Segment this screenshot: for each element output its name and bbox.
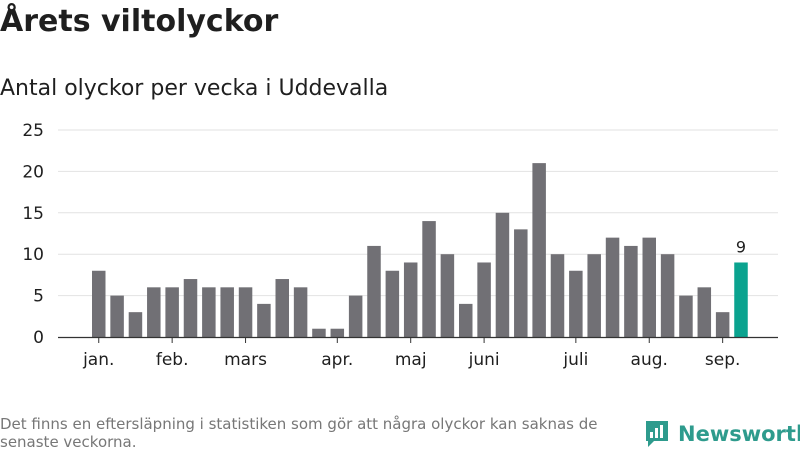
bar [147,287,161,337]
x-tick-label: juli [562,350,588,370]
bar [367,245,381,337]
bar [220,287,234,337]
bar [550,254,565,337]
chart-subtitle: Antal olyckor per vecka i Uddevalla [0,76,389,101]
footnote: Det finns en eftersläpning i statistiken… [0,415,598,451]
bars [92,163,748,337]
page-title: Årets viltolyckor [0,4,279,39]
bar [587,254,601,337]
bar [165,287,179,337]
data-label: 9 [736,237,746,256]
y-tick-label: 25 [22,121,44,141]
y-tick-label: 15 [22,204,44,224]
bar [679,295,693,337]
y-tick-label: 5 [33,287,44,307]
brand-name: Newsworthy [678,422,800,446]
bar [257,303,271,337]
bar [128,312,143,337]
x-tick-label: juni [468,350,500,370]
bar [624,245,638,337]
bar-chart: 0 5 10 15 20 25 jan. feb. mars apr. maj juni juli au… [22,121,778,370]
bar [202,287,216,337]
brand-logo: Newsworthy [644,418,800,450]
bar [183,279,198,337]
x-tick-label: jan. [82,350,114,370]
bar [477,262,491,337]
x-tick-label: feb. [156,350,189,370]
bar [660,254,675,337]
bar [605,237,620,337]
x-tick-label: aug. [631,350,668,370]
bar [403,262,418,337]
x-tick-label: maj [395,350,427,370]
x-axis-ticks: jan. feb. mars apr. maj juni juli aug. sep. [82,337,740,370]
bar [330,328,345,337]
bar [440,254,455,337]
bar [697,287,712,337]
y-axis-ticks: 0 5 10 15 20 25 [22,121,44,348]
bar [293,287,308,337]
x-tick-label: sep. [705,350,741,370]
bar [312,328,326,337]
x-tick-label: apr. [321,350,353,370]
bar-chart-icon [646,421,668,447]
bar [514,229,528,337]
data-labels: 9 [736,237,746,256]
bar [422,221,436,337]
bar [275,279,289,337]
bar [715,312,730,337]
bar [92,270,106,337]
bar [459,303,473,337]
bar [569,270,583,337]
bar-highlight [734,262,748,337]
bar [385,270,400,337]
y-tick-label: 10 [22,245,44,265]
bar [348,295,363,337]
y-tick-label: 20 [22,162,44,182]
bar [532,163,546,337]
x-tick-label: mars [224,350,267,370]
bar [238,287,253,337]
bar [495,212,510,337]
grid-lines [58,129,778,297]
y-tick-label: 0 [33,328,44,348]
bar [642,237,656,337]
bar [110,295,124,337]
